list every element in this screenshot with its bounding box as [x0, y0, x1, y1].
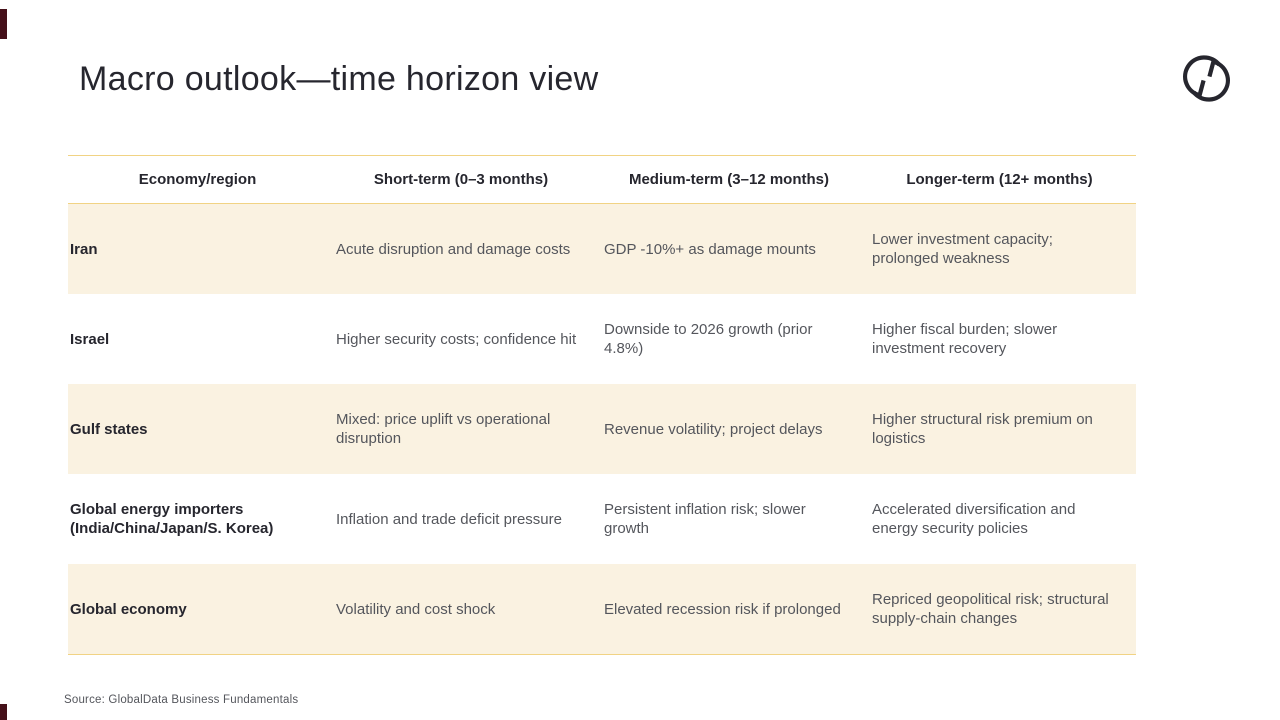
cell-economy-medium-term: Elevated recession risk if prolonged [595, 564, 863, 655]
cell-economy-short-term: Volatility and cost shock [327, 564, 595, 655]
cell-importers-medium-term: Persistent inflation risk; slower growth [604, 501, 806, 537]
page-title: Macro outlook—time horizon view [79, 60, 599, 98]
cell-israel-medium-term: Downside to 2026 growth (prior 4.8%) [604, 321, 813, 357]
globaldata-logo-icon [1181, 53, 1232, 104]
row-label-global-economy: Global economy [68, 564, 327, 655]
column-header-longer-term: Longer-term (12+ months) [863, 155, 1136, 204]
cell-iran-longer-term: Lower investment capacity; prolonged wea… [863, 203, 1136, 294]
row-label-iran: Iran [68, 203, 327, 294]
table-row-israel: Israel Higher security costs; confidence… [68, 294, 1136, 384]
table-row-global-energy-importers: Global energy importers (India/China/Jap… [68, 474, 1136, 564]
cell-israel-longer-term: Higher fiscal burden; slower investment … [872, 321, 1058, 357]
table-row-gulf-states: Gulf states Mixed: price uplift vs opera… [68, 384, 1136, 474]
cell-gulf-short-term: Mixed: price uplift vs operational disru… [327, 384, 595, 474]
column-header-medium-term: Medium-term (3–12 months) [595, 155, 863, 204]
table-row-global-economy: Global economy Volatility and cost shock… [68, 564, 1136, 655]
row-label-israel: Israel [70, 330, 110, 348]
table-row-iran: Iran Acute disruption and damage costs G… [68, 203, 1136, 294]
cell-israel-short-term: Higher security costs; confidence hit [336, 330, 577, 348]
cell-iran-short-term: Acute disruption and damage costs [327, 203, 595, 294]
column-header-short-term: Short-term (0–3 months) [327, 155, 595, 204]
cell-gulf-medium-term: Revenue volatility; project delays [595, 384, 863, 474]
cell-importers-longer-term: Accelerated diversification and energy s… [872, 501, 1076, 537]
cell-iran-medium-term: GDP -10%+ as damage mounts [595, 203, 863, 294]
cell-economy-longer-term: Repriced geopolitical risk; structural s… [863, 564, 1136, 655]
cell-gulf-longer-term: Higher structural risk premium on logist… [863, 384, 1136, 474]
left-accent-bar-top [0, 9, 7, 39]
macro-outlook-table: Economy/region Short-term (0–3 months) M… [68, 155, 1136, 655]
left-accent-bar-bottom [0, 704, 7, 720]
row-label-gulf-states: Gulf states [68, 384, 327, 474]
source-note: Source: GlobalData Business Fundamentals [64, 694, 299, 706]
cell-importers-short-term: Inflation and trade deficit pressure [336, 510, 562, 528]
table-header-row: Economy/region Short-term (0–3 months) M… [68, 155, 1136, 204]
column-header-economy-region: Economy/region [68, 155, 327, 204]
row-label-global-energy-importers: Global energy importers (India/China/Jap… [70, 501, 274, 537]
